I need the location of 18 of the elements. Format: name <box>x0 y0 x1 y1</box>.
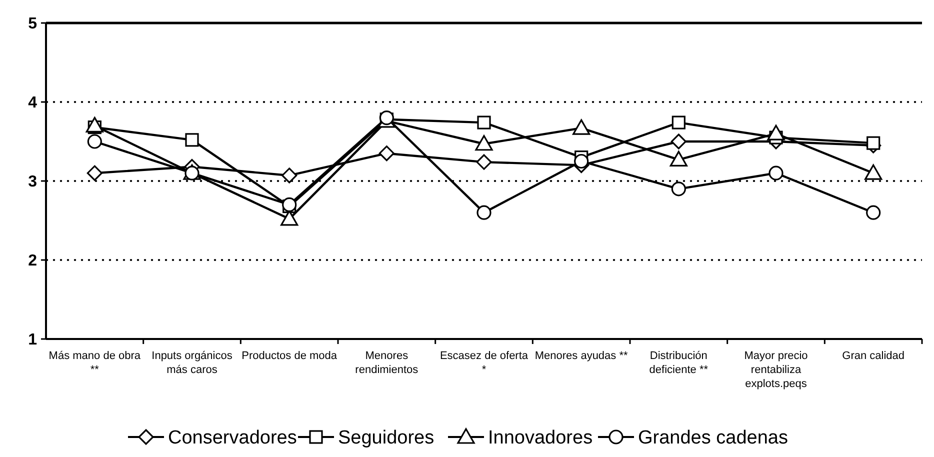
legend-label: Conservadores <box>168 428 297 449</box>
x-tick-label: Productos de moda <box>242 350 338 362</box>
legend-label: Innovadores <box>488 428 593 449</box>
y-tick-label: 2 <box>28 252 38 270</box>
legend-label: Seguidores <box>338 428 434 449</box>
x-tick-label: Distribución deficiente ** <box>649 350 709 376</box>
legend-label: Grandes cadenas <box>638 428 788 449</box>
x-tick-label: Menores ayudas ** <box>534 350 629 362</box>
x-tick-label: Mayor precio rentabiliza explots.peqs <box>744 350 808 390</box>
x-tick-label: Gran calidad <box>842 350 905 362</box>
y-tick-label: 1 <box>28 332 38 349</box>
x-tick-label: Inputs orgánicos más caros <box>152 350 233 376</box>
y-tick-label: 4 <box>28 94 38 112</box>
x-tick-label: Escasez de oferta * <box>440 350 529 376</box>
x-tick-label: Menores rendimientos <box>355 350 419 376</box>
y-tick-label: 5 <box>28 16 38 33</box>
y-tick-label: 3 <box>28 174 38 191</box>
x-tick-label: Más mano de obra ** <box>48 350 142 376</box>
